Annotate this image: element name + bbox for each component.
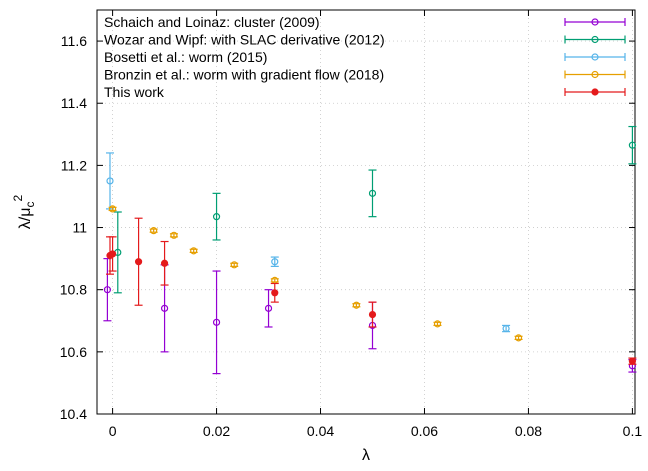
marker (160, 259, 169, 267)
data-point (189, 247, 198, 255)
data-point (628, 125, 637, 165)
series-2 (113, 125, 637, 294)
marker (433, 320, 442, 328)
marker (212, 213, 221, 221)
x-tick-label: 0.1 (623, 423, 643, 439)
marker (190, 247, 198, 255)
data-point (352, 301, 361, 309)
x-tick-label: 0.04 (307, 423, 334, 439)
marker (108, 205, 117, 213)
x-tick-label: 0.02 (203, 423, 230, 439)
y-tick-label: 10.8 (60, 282, 87, 298)
legend-label: This work (104, 84, 165, 100)
data-point (108, 205, 117, 213)
marker (212, 318, 221, 326)
legend-label: Bronzin et al.: worm with gradient flow … (104, 67, 384, 83)
y-axis-label-base: λ/μ (17, 208, 34, 230)
data-point (230, 261, 239, 269)
data-point (108, 236, 117, 272)
data-point (134, 217, 143, 306)
legend-entry: Bosetti et al.: worm (2015) (104, 49, 626, 65)
y-axis-label-sup: 2 (11, 195, 25, 202)
data-point (160, 240, 169, 286)
marker (368, 310, 377, 319)
series-3 (105, 152, 511, 333)
data-point (628, 357, 637, 365)
plot-frame (96, 9, 636, 415)
marker (150, 227, 158, 235)
data-point (270, 282, 279, 303)
data-point (212, 270, 221, 375)
series-5 (105, 217, 637, 365)
legend-entry: This work (104, 84, 626, 100)
legend-label: Schaich and Loinaz: cluster (2009) (104, 14, 320, 30)
y-tick-label: 11.6 (61, 33, 87, 49)
marker (628, 357, 637, 365)
marker (160, 304, 169, 312)
data-point (368, 169, 377, 218)
data-point (433, 320, 442, 328)
legend-label: Wozar and Wipf: with SLAC derivative (20… (104, 32, 385, 48)
data-point (270, 276, 279, 284)
y-tick-label: 11.2 (61, 157, 87, 173)
legend-marker (591, 88, 599, 96)
data-point (169, 231, 178, 239)
legend-marker (591, 35, 599, 44)
marker (170, 231, 178, 239)
marker (103, 286, 111, 294)
y-axis-label-sub: c (23, 202, 37, 208)
data-point (502, 324, 511, 333)
marker (106, 177, 114, 185)
marker (271, 289, 279, 297)
legend-entry: Bronzin et al.: worm with gradient flow … (104, 67, 626, 83)
data-point (149, 227, 158, 235)
x-tick-label: 0 (109, 423, 117, 439)
axis-ticks: 0 0.02 0.04 0.06 0.08 0.1 10.4 10.6 10.8 11 11.2 11… (60, 10, 643, 439)
y-tick-label: 11.4 (61, 95, 87, 111)
legend-entry: Wozar and Wipf: with SLAC derivative (20… (104, 32, 626, 48)
data-point (270, 256, 279, 267)
data-layer (103, 125, 637, 375)
x-tick-label: 0.08 (515, 423, 542, 439)
marker (628, 141, 637, 149)
legend-marker (591, 18, 599, 26)
series-4 (108, 205, 523, 342)
marker (514, 334, 523, 342)
y-axis-label: λ/μc2 (11, 195, 37, 230)
marker (134, 258, 143, 266)
x-axis-label: λ (362, 447, 370, 464)
x-tick-label: 0.06 (411, 423, 438, 439)
y-tick-label: 10.4 (60, 406, 87, 422)
data-point (105, 152, 114, 210)
legend-marker (591, 53, 599, 61)
legend: Schaich and Loinaz: cluster (2009) Wozar … (104, 14, 626, 100)
data-point (264, 289, 273, 328)
data-point (368, 301, 377, 328)
data-point (212, 192, 221, 241)
data-point (514, 334, 523, 342)
legend-entry: Schaich and Loinaz: cluster (2009) (104, 14, 626, 30)
marker (108, 250, 117, 258)
y-tick-label: 10.6 (60, 344, 87, 360)
marker (352, 301, 360, 309)
marker (264, 304, 273, 312)
legend-label: Bosetti et al.: worm (2015) (104, 49, 267, 65)
y-tick-label: 11 (72, 220, 87, 236)
legend-marker (591, 70, 599, 79)
marker (271, 258, 279, 266)
marker (368, 189, 377, 197)
marker (502, 324, 510, 333)
marker (230, 261, 238, 269)
